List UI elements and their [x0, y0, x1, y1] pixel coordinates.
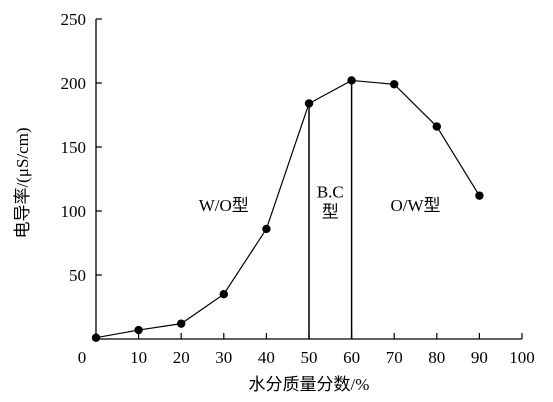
data-point — [219, 290, 228, 299]
x-tick-label: 40 — [258, 348, 275, 367]
data-point — [390, 80, 399, 89]
x-tick-label: 60 — [343, 348, 360, 367]
x-tick-label: 10 — [130, 348, 147, 367]
x-tick-label: 30 — [215, 348, 232, 367]
data-point — [177, 319, 186, 328]
x-ticks: 0 10 20 30 40 50 60 70 80 90 100 — [78, 333, 535, 367]
y-tick-label: 200 — [61, 74, 87, 93]
y-tick-label: 100 — [61, 202, 87, 221]
y-axis-label: 电导率/(μS/cm) — [13, 127, 32, 238]
y-tick-label: 250 — [61, 10, 87, 29]
region-label: B.C 型 — [317, 182, 344, 221]
region-label: W/O型 — [199, 196, 249, 215]
x-tick-label: 0 — [78, 348, 87, 367]
x-tick-label: 20 — [173, 348, 190, 367]
y-ticks: 50 100 150 200 250 — [61, 10, 102, 285]
data-point — [432, 122, 441, 131]
data-point — [304, 99, 314, 108]
x-tick-label: 50 — [301, 348, 318, 367]
region-label: O/W型 — [390, 196, 440, 215]
region-annotations: W/O型 B.C 型 O/W型 — [199, 182, 441, 221]
x-tick-label: 70 — [386, 348, 403, 367]
series-group — [91, 76, 484, 342]
data-point — [347, 76, 356, 85]
series-line — [95, 79, 480, 339]
data-point — [134, 325, 143, 335]
x-axis-label: 水分质量分数/% — [249, 375, 370, 394]
data-point — [262, 224, 271, 234]
data-point — [475, 191, 484, 200]
x-tick-label: 90 — [471, 348, 488, 367]
phase-boundaries — [308, 80, 353, 339]
y-tick-label: 150 — [61, 138, 87, 157]
y-tick-label: 50 — [69, 266, 86, 285]
x-tick-label: 80 — [428, 348, 445, 367]
x-tick-label: 100 — [509, 348, 535, 367]
data-point — [91, 333, 101, 342]
